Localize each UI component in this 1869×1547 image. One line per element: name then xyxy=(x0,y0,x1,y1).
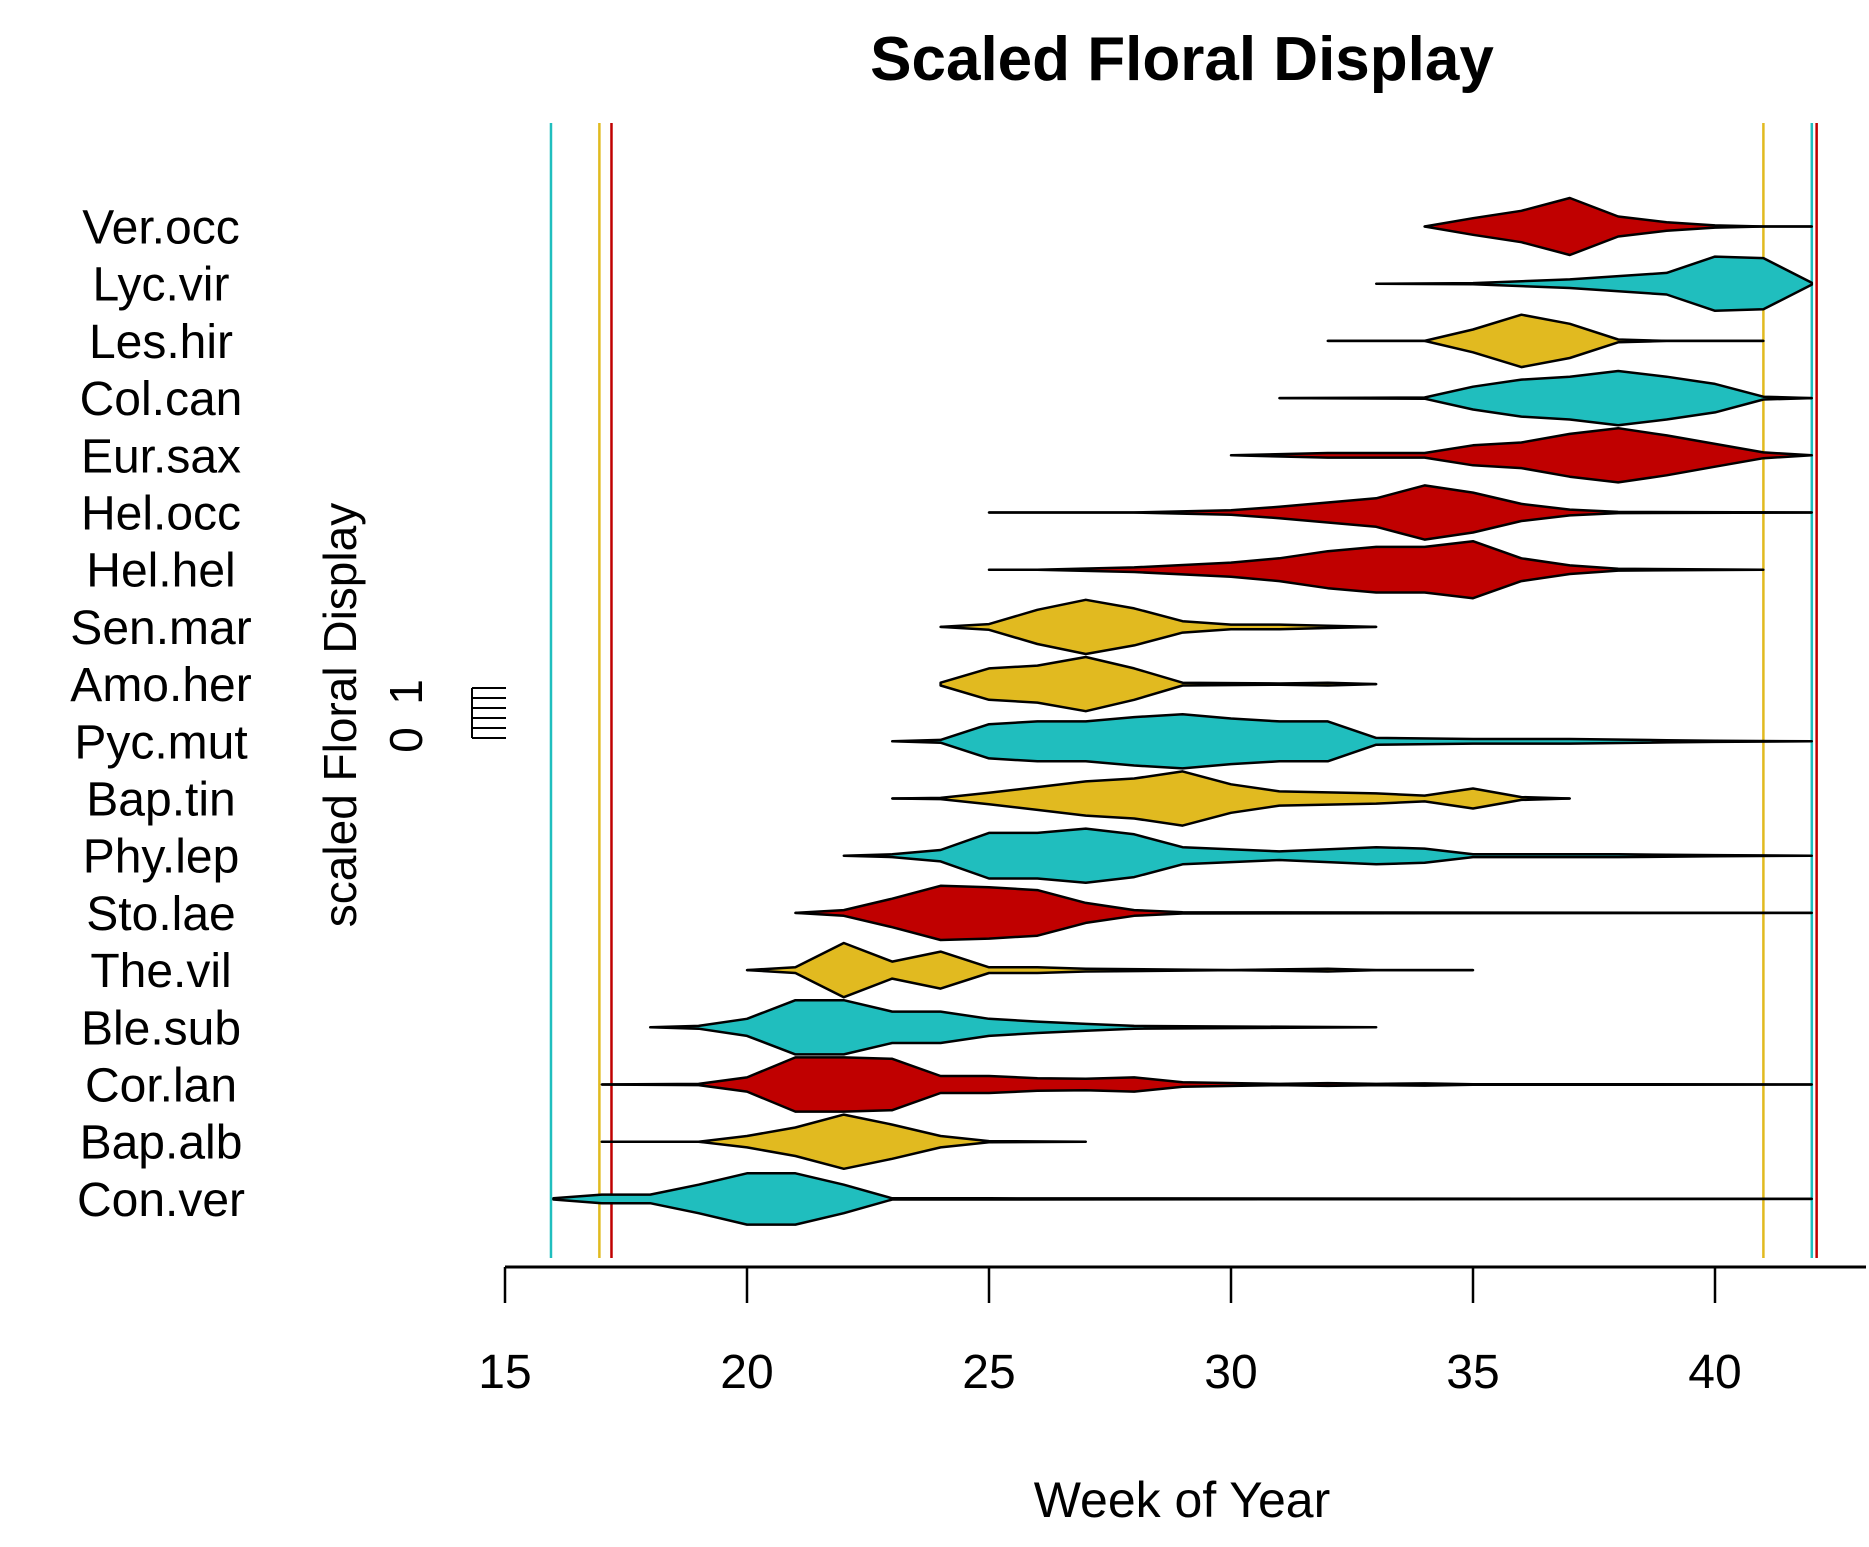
violin-hel-occ xyxy=(987,484,1814,541)
species-label: Ble.sub xyxy=(81,1002,241,1055)
chart-title: Scaled Floral Display xyxy=(870,25,1494,94)
species-label: Bap.alb xyxy=(80,1117,243,1170)
violins xyxy=(552,196,1814,1226)
violin-pyc-mut xyxy=(890,712,1814,770)
violin-les-hir xyxy=(1326,313,1765,369)
scale-legend: 0 1 xyxy=(380,679,506,753)
species-label: Hel.hel xyxy=(86,545,235,598)
x-tick-label: 20 xyxy=(720,1346,773,1399)
species-label: Cor.lan xyxy=(85,1060,237,1113)
species-label: Les.hir xyxy=(89,316,233,369)
species-label: Pyc.mut xyxy=(74,716,247,769)
x-tick-label: 25 xyxy=(962,1346,1015,1399)
x-axis-label: Week of Year xyxy=(1034,1472,1331,1528)
species-labels: Ver.occLyc.virLes.hirCol.canEur.saxHel.o… xyxy=(70,202,251,1227)
species-label: Sto.lae xyxy=(86,888,235,941)
x-tick-label: 35 xyxy=(1446,1346,1499,1399)
scale-label-0: 0 xyxy=(380,727,432,753)
violin-col-can xyxy=(1278,369,1814,427)
x-tick-label: 40 xyxy=(1688,1346,1741,1399)
x-tick-label: 30 xyxy=(1204,1346,1257,1399)
violin-sto-lae xyxy=(794,884,1814,942)
violin-bap-alb xyxy=(600,1113,1088,1171)
violin-cor-lan xyxy=(600,1056,1814,1113)
violin-amo-her xyxy=(939,655,1378,713)
species-label: The.vil xyxy=(90,945,231,998)
species-label: Amo.her xyxy=(70,659,251,712)
violin-lyc-vir xyxy=(1374,255,1814,313)
scale-label-1: 1 xyxy=(380,679,432,705)
violin-sen-mar xyxy=(939,598,1378,656)
species-label: Bap.tin xyxy=(86,774,235,827)
y-axis-label: scaled Floral Display xyxy=(314,503,366,927)
violin-bap-tin xyxy=(890,770,1572,827)
species-label: Col.can xyxy=(80,373,243,426)
violin-eur-sax xyxy=(1229,426,1814,484)
species-label: Hel.occ xyxy=(81,488,241,541)
species-label: Lyc.vir xyxy=(93,259,230,312)
violin-con-ver xyxy=(552,1172,1814,1226)
violin-the-vil xyxy=(745,941,1475,999)
violin-hel-hel xyxy=(987,539,1765,600)
x-tick-label: 15 xyxy=(478,1346,531,1399)
species-label: Ver.occ xyxy=(82,202,239,255)
species-label: Con.ver xyxy=(77,1174,245,1227)
species-label: Eur.sax xyxy=(81,430,241,483)
species-label: Sen.mar xyxy=(70,602,251,655)
violin-phy-lep xyxy=(842,827,1814,885)
violin-ble-sub xyxy=(648,998,1378,1056)
scale-bars xyxy=(471,687,506,739)
reference-lines xyxy=(549,123,1818,1258)
x-axis: 15 20 25 30 35 40 xyxy=(478,1265,1866,1399)
species-label: Phy.lep xyxy=(83,831,240,884)
violin-ver-occ xyxy=(1423,196,1814,257)
